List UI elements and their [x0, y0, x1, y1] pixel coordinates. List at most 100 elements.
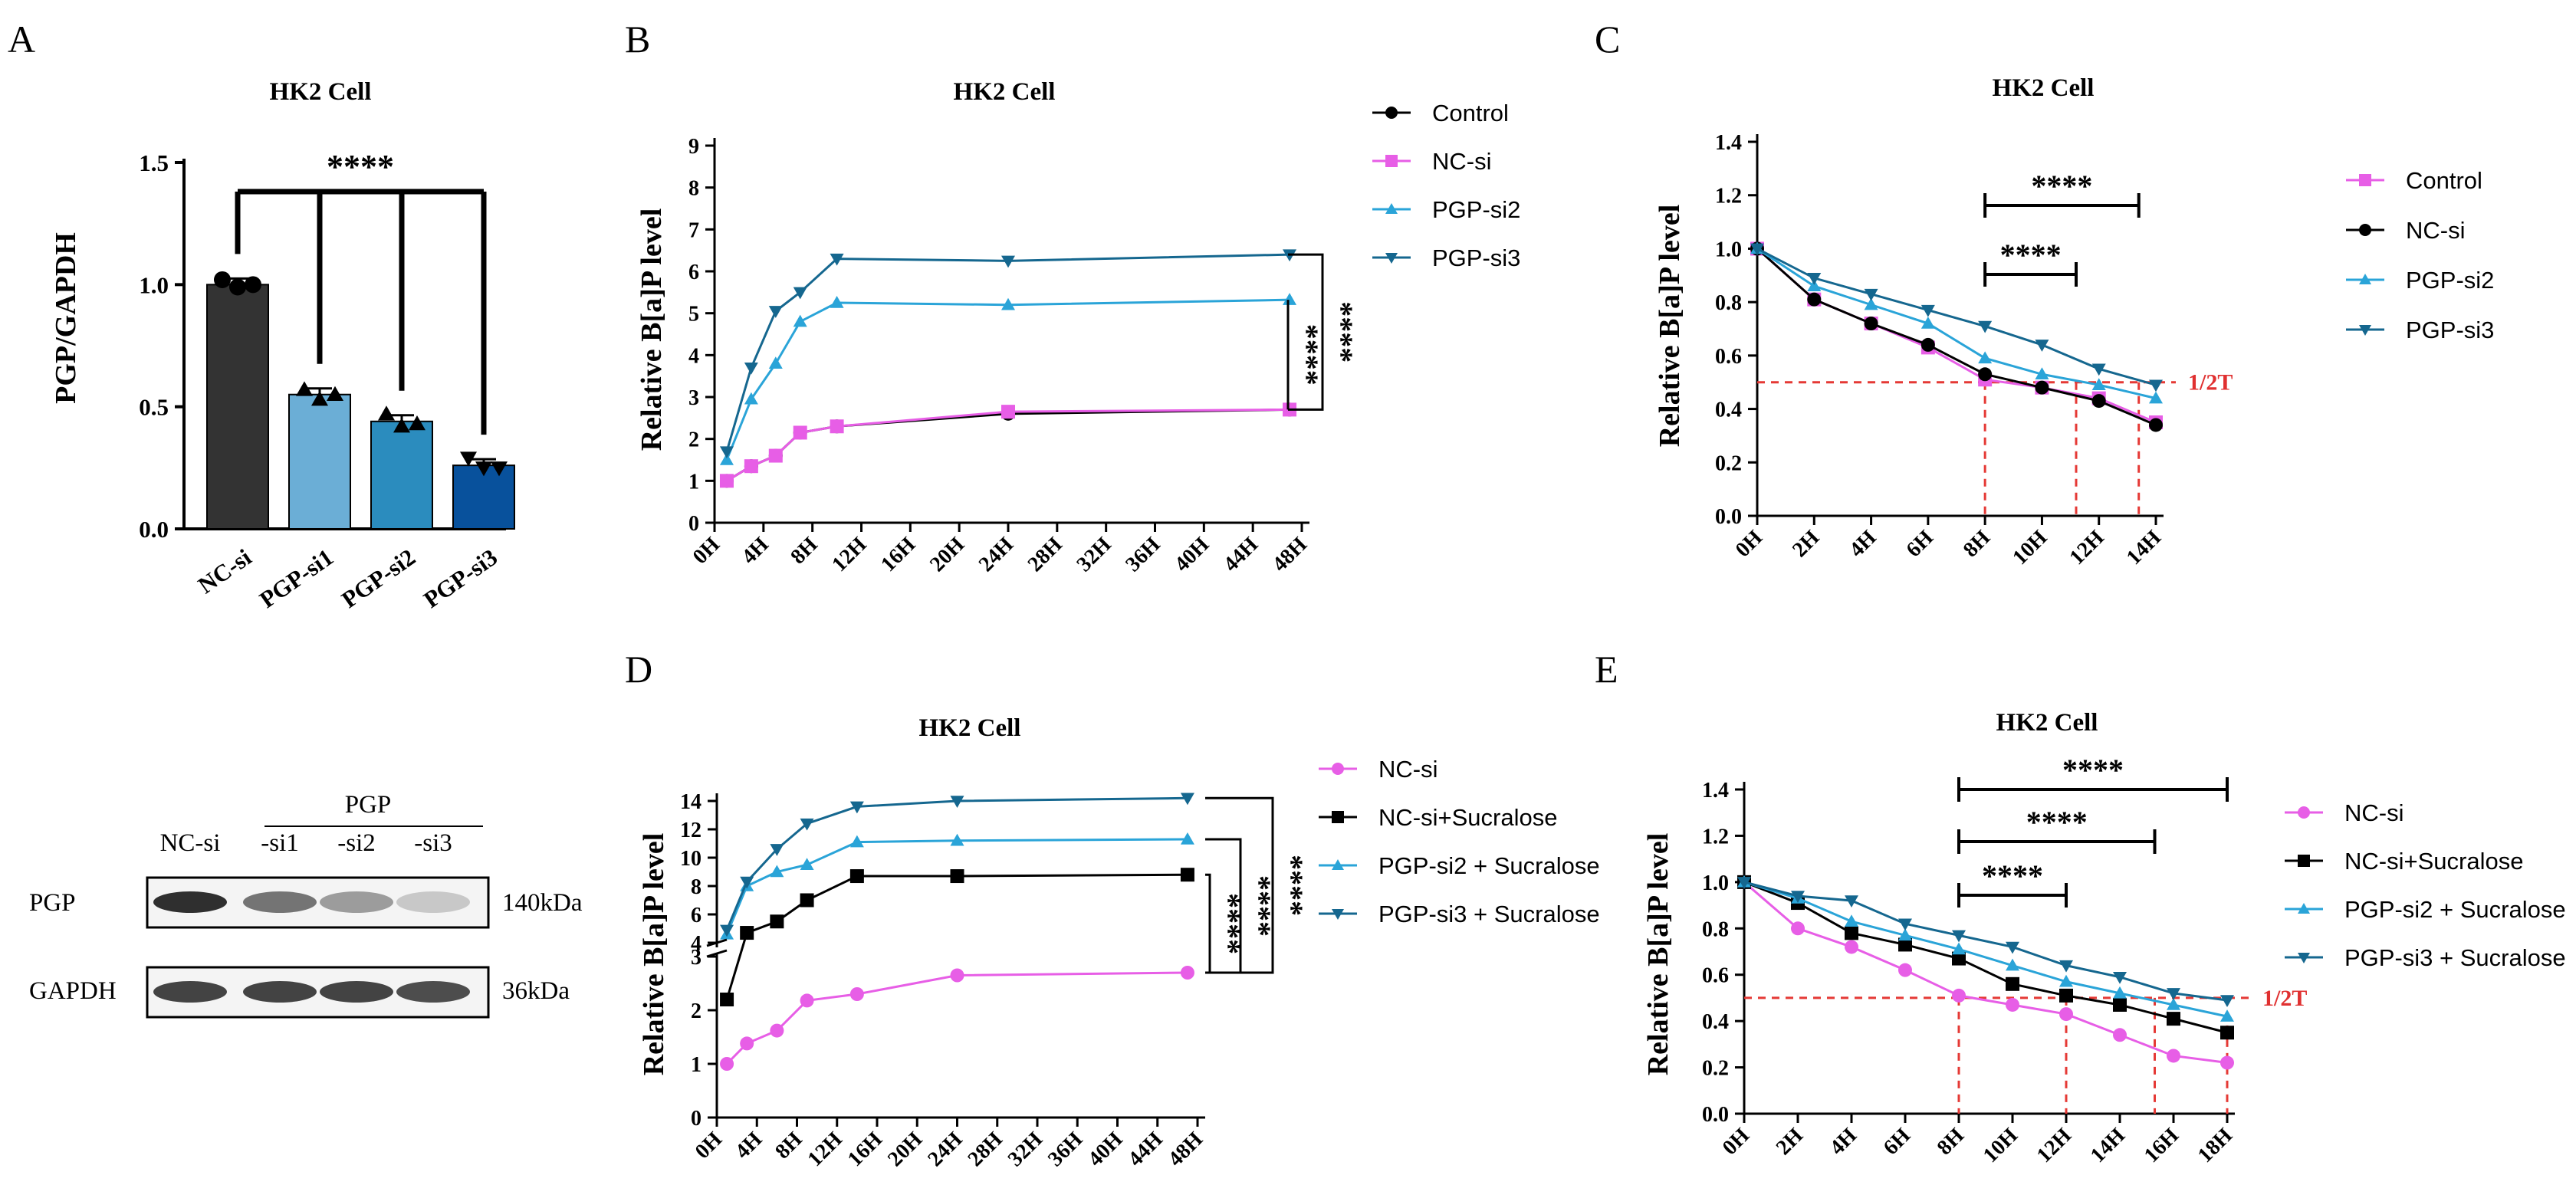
- replicate-point: [296, 381, 313, 396]
- x-tick-label: PGP-si3: [419, 543, 502, 613]
- legend-item-label: PGP-si2: [1432, 196, 1520, 223]
- series-line: [725, 796, 1188, 931]
- data-point: [1791, 891, 1805, 903]
- data-point: [770, 1023, 784, 1038]
- legend-item-marker: [1385, 253, 1398, 264]
- panel-c-ylabel: Relative B[a]P level: [1654, 205, 1686, 448]
- blot-band: [396, 891, 470, 913]
- data-point: [2167, 1049, 2180, 1063]
- x-tick-label: 36H: [1121, 533, 1165, 576]
- legend-item-marker: [2359, 274, 2371, 284]
- y-tick-label: 4: [691, 932, 702, 956]
- x-tick-label: 48H: [1164, 1127, 1208, 1171]
- y-tick-label: 2: [691, 999, 702, 1023]
- legend-item-marker: [2359, 174, 2371, 186]
- series-line: [725, 838, 1188, 935]
- x-tick-label: 44H: [1124, 1127, 1168, 1171]
- data-point: [720, 993, 734, 1006]
- series-line: [1756, 248, 2157, 400]
- replicate-point: [409, 415, 426, 431]
- data-point: [1180, 966, 1194, 980]
- blot-band: [320, 891, 393, 913]
- series-line: [1756, 248, 2157, 386]
- replicate-point: [393, 418, 410, 433]
- x-tick-label: 12H: [827, 533, 871, 576]
- data-point: [1791, 921, 1805, 936]
- y-tick-label: 1.2: [1702, 825, 1729, 848]
- y-tick-label: 6: [691, 904, 702, 927]
- bracket-inner-stars: ****: [1290, 324, 1325, 386]
- y-tick-label: 0.2: [1715, 451, 1742, 475]
- blot-row-protein: PGP: [29, 889, 76, 917]
- x-tick-label: 8H: [786, 533, 822, 569]
- panel-d-ylabel: Relative B[a]P level: [638, 833, 670, 1076]
- data-point: [830, 296, 844, 308]
- blot-lane-label: NC-si: [160, 829, 221, 857]
- y-tick-label: 1: [691, 1053, 702, 1077]
- bracket-outer-stars: ****: [1275, 855, 1309, 916]
- legend-item-label: PGP-si2: [2406, 267, 2494, 294]
- data-point: [2035, 380, 2049, 395]
- series-line: [725, 253, 1290, 452]
- blot-group-label: PGP: [345, 791, 392, 819]
- data-point: [744, 362, 758, 375]
- x-tick-label: 10H: [1979, 1124, 2022, 1167]
- bracket-mid-line: [1205, 838, 1242, 974]
- data-point: [1952, 930, 1966, 943]
- legend-item-marker: [2298, 903, 2310, 914]
- data-point: [2091, 363, 2106, 376]
- replicate-point: [214, 271, 231, 288]
- y-tick-label: 5: [688, 303, 699, 327]
- axis-break: [706, 949, 728, 958]
- data-point: [768, 448, 783, 463]
- x-tick-label: 28H: [964, 1127, 1007, 1171]
- data-point: [1921, 317, 1935, 329]
- replicate-point: [475, 461, 492, 477]
- bar: [288, 393, 351, 530]
- panel-c-line-chart: 0.0 0.2 0.4 0.6 0.8 1.0 1.2 1.4 0H 2H 4H 6H 8H 10H 12H…: [1715, 131, 2494, 569]
- data-point: [740, 876, 754, 889]
- data-point: [1898, 918, 1912, 931]
- x-tick-label: 16H: [876, 533, 920, 576]
- blot-band: [153, 891, 227, 913]
- x-tick-label: 12H: [803, 1127, 847, 1171]
- y-tick-label: 10: [680, 847, 702, 871]
- panel-e-ylabel: Relative B[a]P level: [1642, 833, 1674, 1076]
- legend-item-marker: [2359, 224, 2371, 236]
- data-point: [1807, 279, 1822, 291]
- data-point: [2220, 1026, 2234, 1040]
- y-tick-label: 0.2: [1702, 1057, 1729, 1081]
- y-tick-label: 0.0: [1702, 1103, 1729, 1127]
- x-tick-label: 2H: [1788, 526, 1824, 562]
- blot-row-size: 36kDa: [502, 977, 570, 1005]
- series-line: [1743, 881, 2228, 1018]
- x-tick-label: 4H: [738, 533, 774, 569]
- data-point: [719, 446, 734, 459]
- x-tick-label: 4H: [731, 1127, 767, 1164]
- legend-item-label: NC-si: [2344, 799, 2404, 826]
- y-tick-label: 1.0: [1702, 871, 1729, 895]
- replicate-point: [229, 278, 246, 296]
- y-tick-label: 6: [688, 261, 699, 284]
- y-tick-label: 4: [688, 344, 699, 368]
- legend-item-marker: [2298, 855, 2310, 867]
- data-point: [1952, 988, 1966, 1003]
- series-line: [725, 971, 1188, 1065]
- legend-item-label: PGP-si2 + Sucralose: [2344, 896, 2566, 923]
- data-point: [793, 425, 807, 440]
- y-tick-label: 14: [680, 790, 702, 814]
- x-tick-label: 4H: [1845, 526, 1881, 562]
- y-tick-label: 1: [688, 470, 699, 494]
- panel-a-ylabel: PGP/GAPDH: [50, 232, 82, 404]
- y-tick-label: 12: [680, 819, 702, 842]
- data-point: [2220, 1055, 2234, 1070]
- data-point: [1750, 243, 1764, 256]
- y-tick-label: 0.5: [139, 394, 169, 421]
- legend-item-label: PGP-si3 + Sucralose: [1378, 901, 1600, 927]
- x-tick-label: 8H: [1959, 526, 1995, 562]
- legend-item-label: Control: [2406, 167, 2482, 194]
- x-tick-label: 40H: [1083, 1127, 1127, 1171]
- y-tick-label: 0.8: [1702, 917, 1729, 941]
- series-line: [1743, 881, 2228, 1002]
- significance-stars: ****: [327, 148, 394, 185]
